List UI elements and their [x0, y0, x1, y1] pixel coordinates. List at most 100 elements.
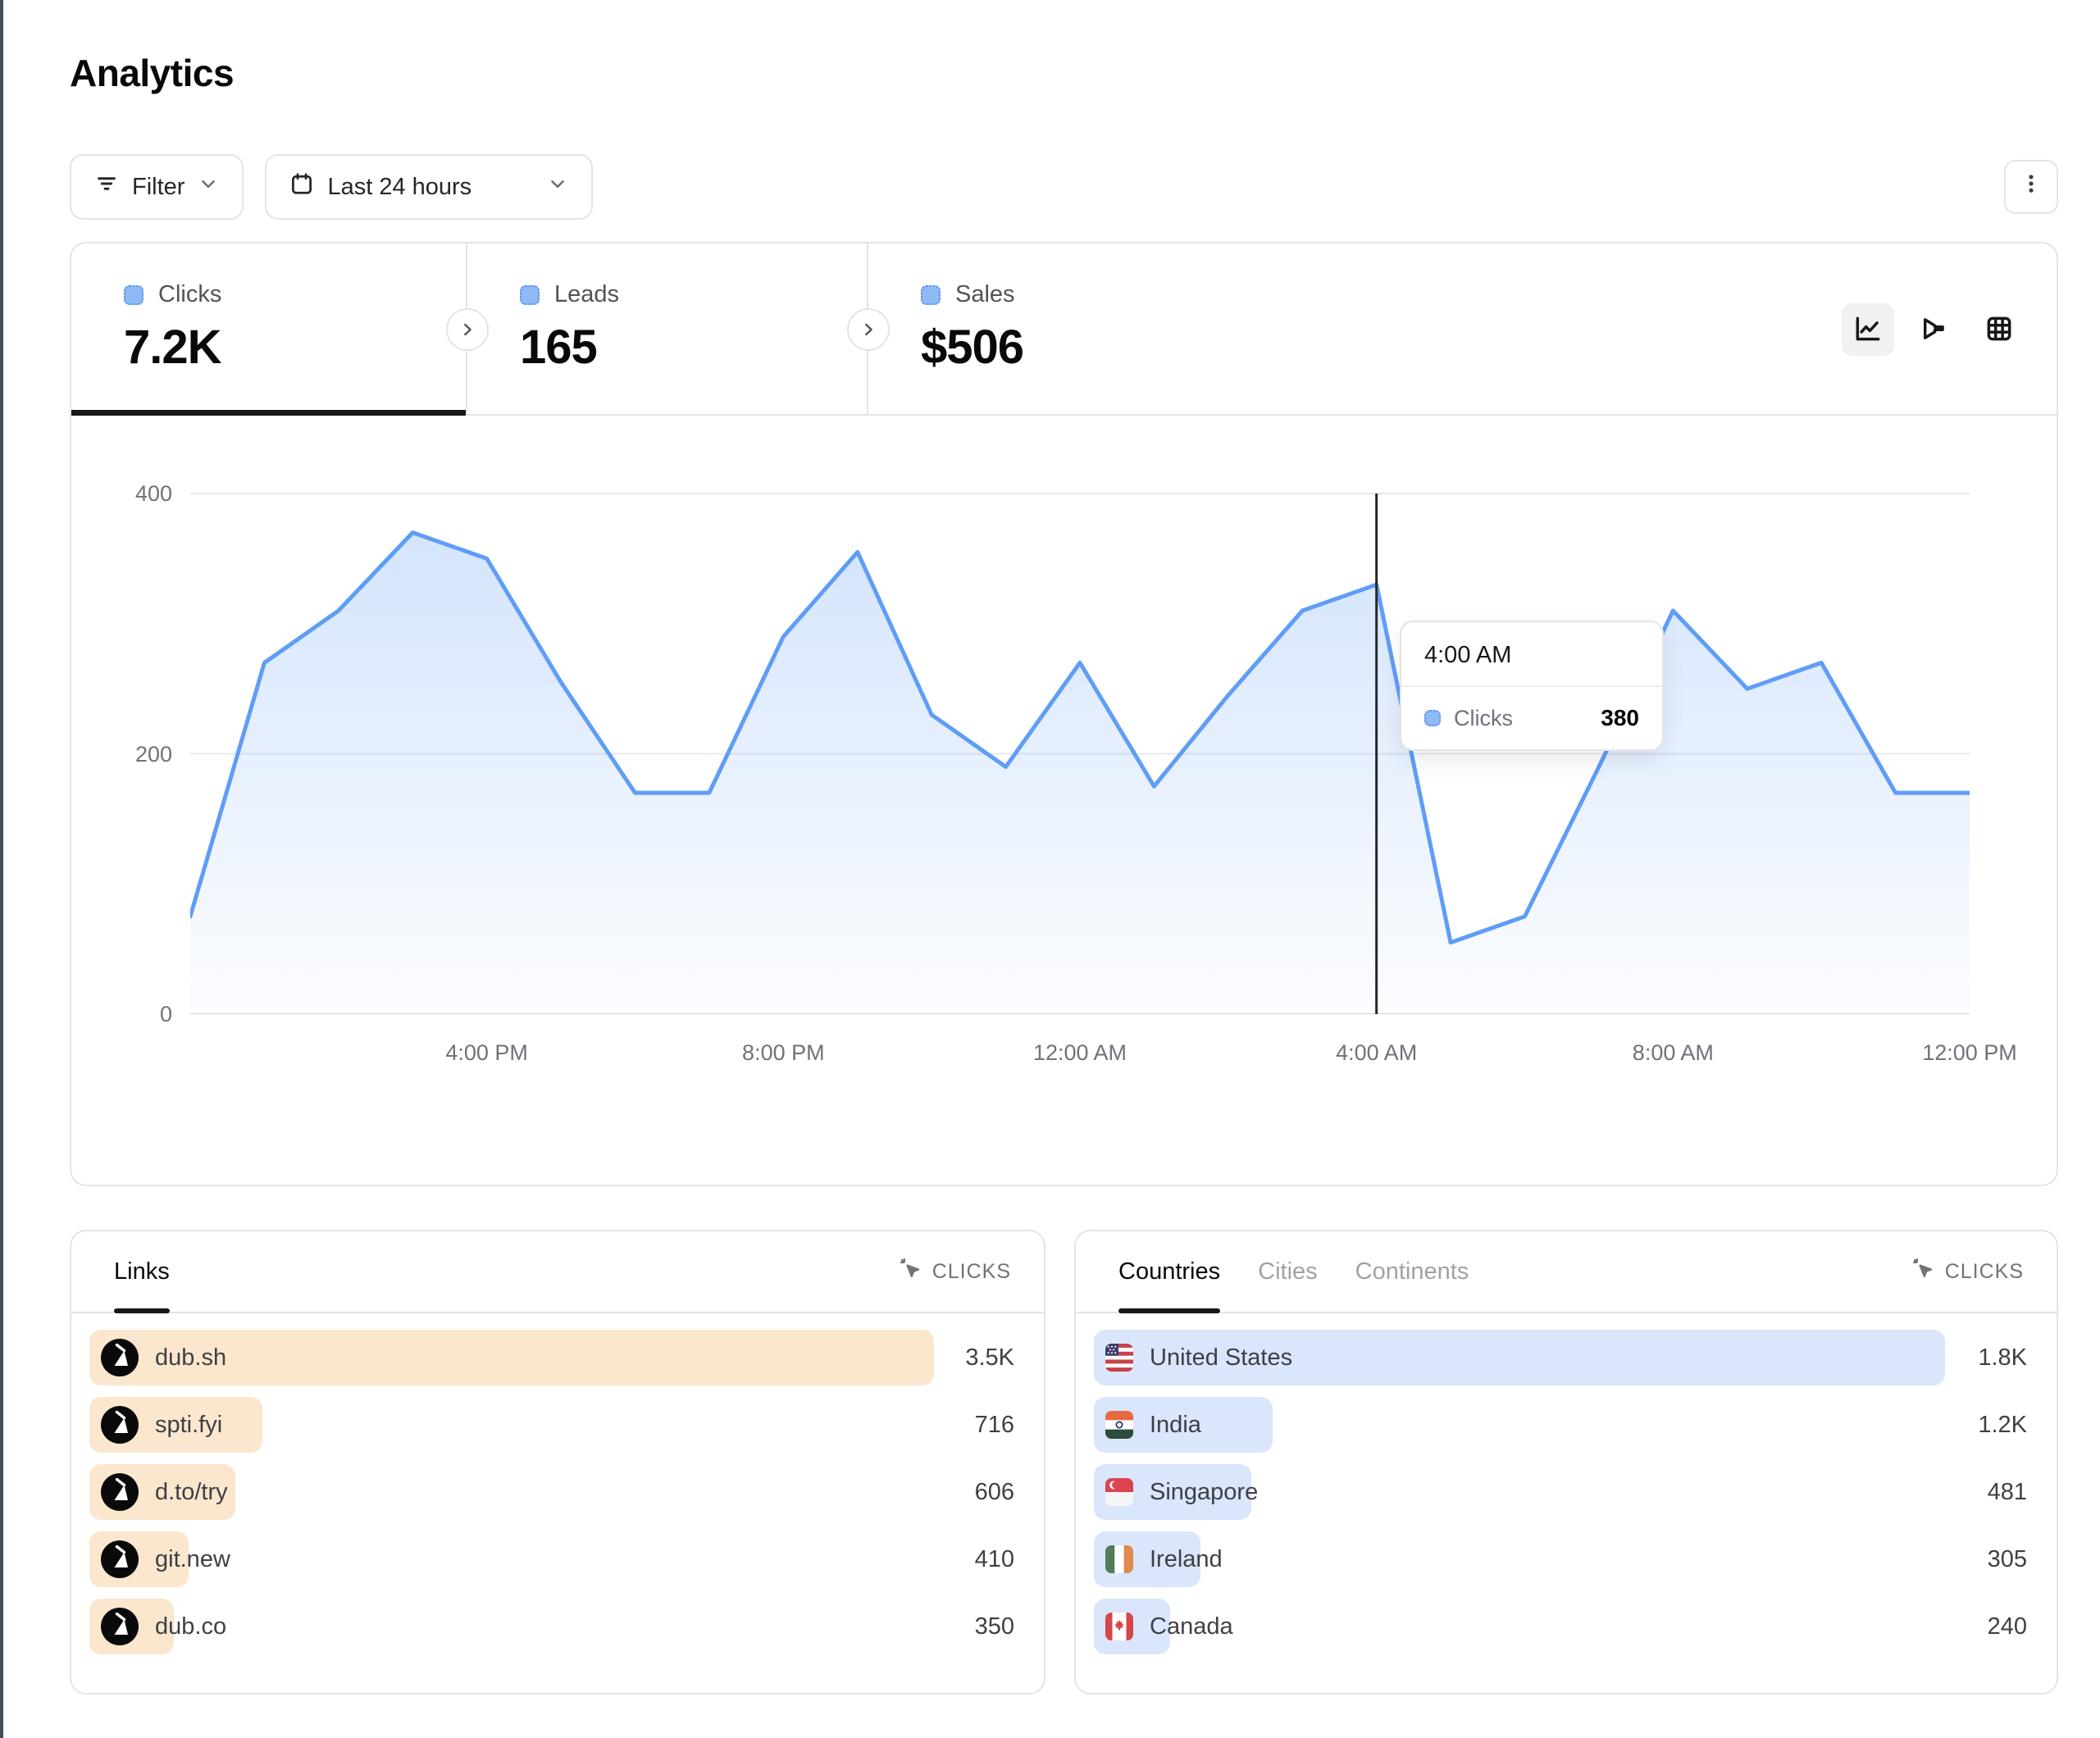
- link-clicks-value: 606: [974, 1478, 1014, 1505]
- dub-logo-avatar: [101, 1540, 139, 1578]
- ireland-flag-icon: [1105, 1545, 1133, 1573]
- funnel-chart-view-button[interactable]: [1907, 303, 1960, 356]
- link-label: dub.sh: [155, 1344, 227, 1371]
- line-chart-view-button[interactable]: [1842, 303, 1894, 356]
- y-axis-tick: 400: [134, 481, 172, 506]
- chevron-down-icon: [547, 173, 568, 201]
- links-metric-toggle[interactable]: CLICKS: [900, 1258, 1011, 1286]
- leads-legend-swatch: [520, 284, 540, 305]
- cursor-click-icon: [1912, 1258, 1935, 1286]
- leads-label: Leads: [554, 281, 620, 307]
- toolbar: Filter Last 24 hours: [70, 154, 2058, 220]
- clicks-total: 7.2K: [124, 321, 222, 374]
- filter-button[interactable]: Filter: [70, 154, 244, 220]
- y-axis-tick: 0: [159, 1002, 172, 1026]
- countries-panel-header: Countries Cities Continents CLICKS: [1076, 1231, 2057, 1313]
- links-panel-header: Links CLICKS: [71, 1231, 1044, 1313]
- clicks-label: Clicks: [158, 281, 222, 307]
- table-view-button[interactable]: [1973, 303, 2025, 356]
- tooltip-series-label: Clicks: [1454, 705, 1513, 730]
- chart-view-toggles: [1842, 303, 2025, 356]
- x-axis-tick: 8:00 AM: [1632, 1040, 1714, 1065]
- expand-clicks-chevron[interactable]: [446, 308, 489, 351]
- links-panel: Links CLICKS dub.sh 3.5K spti.fyi 716 d.to/t…: [70, 1230, 1045, 1695]
- us-flag-icon: [1105, 1344, 1133, 1372]
- link-label: d.to/try: [155, 1478, 228, 1505]
- india-flag-icon: [1105, 1411, 1133, 1439]
- country-clicks-value: 1.8K: [1978, 1344, 2027, 1371]
- dub-logo-avatar: [101, 1473, 139, 1511]
- dub-logo-avatar: [101, 1406, 139, 1444]
- tab-links[interactable]: Links: [114, 1231, 170, 1313]
- funnel-chart-icon: [1918, 313, 1949, 347]
- link-clicks-bar: [89, 1330, 934, 1385]
- country-label: Singapore: [1150, 1478, 1259, 1505]
- tab-clicks[interactable]: Clicks 7.2K: [71, 243, 467, 416]
- country-label: Canada: [1150, 1613, 1233, 1640]
- country-row[interactable]: Singapore 481: [1094, 1464, 2027, 1520]
- tab-leads[interactable]: Leads 165: [467, 243, 868, 414]
- country-label: Ireland: [1150, 1545, 1223, 1572]
- tab-continents[interactable]: Continents: [1355, 1258, 1469, 1285]
- filter-button-label: Filter: [132, 173, 185, 200]
- x-axis-tick: 4:00 PM: [445, 1040, 528, 1065]
- cursor-click-icon: [900, 1258, 922, 1286]
- kebab-menu-icon: [2020, 172, 2043, 202]
- country-clicks-bar: [1094, 1330, 1945, 1385]
- sales-label: Sales: [955, 281, 1015, 307]
- link-row[interactable]: d.to/try 606: [89, 1464, 1014, 1520]
- active-tab-underline: [71, 410, 466, 416]
- singapore-flag-icon: [1105, 1478, 1133, 1506]
- links-rows: dub.sh 3.5K spti.fyi 716 d.to/try 606 git.new 4…: [71, 1313, 1044, 1654]
- countries-metric-toggle[interactable]: CLICKS: [1912, 1258, 2024, 1286]
- chart-tooltip: 4:00 AM Clicks 380: [1400, 621, 1664, 751]
- x-axis-tick: 12:00 AM: [1032, 1040, 1127, 1065]
- table-grid-icon: [1984, 313, 2015, 347]
- x-axis-tick: 12:00 PM: [1922, 1040, 2017, 1065]
- tab-cities[interactable]: Cities: [1258, 1258, 1318, 1285]
- country-label: United States: [1150, 1344, 1293, 1371]
- link-clicks-value: 410: [974, 1545, 1014, 1572]
- window-edge: [0, 0, 3, 1738]
- clicks-area-chart[interactable]: [190, 461, 1970, 1014]
- calendar-icon: [289, 171, 314, 202]
- filter-bars-icon: [94, 171, 119, 202]
- country-row[interactable]: India 1.2K: [1094, 1397, 2027, 1453]
- leads-total: 165: [520, 321, 598, 374]
- link-row[interactable]: dub.sh 3.5K: [89, 1330, 1014, 1385]
- link-row[interactable]: spti.fyi 716: [89, 1397, 1014, 1453]
- analytics-card: Clicks 7.2K Leads 165 Sales $506: [70, 242, 2058, 1186]
- dub-logo-avatar: [101, 1608, 139, 1645]
- date-range-label: Last 24 hours: [327, 173, 472, 200]
- country-row[interactable]: United States 1.8K: [1094, 1330, 2027, 1385]
- y-axis-tick: 200: [134, 741, 172, 767]
- country-clicks-value: 240: [1987, 1613, 2027, 1640]
- clicks-legend-swatch: [124, 284, 143, 305]
- link-row[interactable]: git.new 410: [89, 1531, 1014, 1587]
- countries-rows: United States 1.8K India 1.2K Singapore 481 Ir…: [1076, 1313, 2057, 1654]
- tooltip-time: 4:00 AM: [1401, 622, 1662, 687]
- stats-tabs: Clicks 7.2K Leads 165 Sales $506: [71, 243, 2057, 416]
- link-clicks-value: 350: [974, 1613, 1014, 1640]
- link-row[interactable]: dub.co 350: [89, 1599, 1014, 1654]
- expand-leads-chevron[interactable]: [847, 308, 890, 351]
- country-row[interactable]: Ireland 305: [1094, 1531, 2027, 1587]
- page-title: Analytics: [70, 52, 235, 94]
- date-range-button[interactable]: Last 24 hours: [265, 154, 594, 220]
- line-chart-icon: [1852, 313, 1884, 347]
- sales-legend-swatch: [921, 284, 941, 305]
- tab-countries[interactable]: Countries: [1118, 1231, 1221, 1313]
- chevron-down-icon: [198, 173, 219, 201]
- country-label: India: [1150, 1411, 1201, 1438]
- link-label: dub.co: [155, 1613, 227, 1640]
- country-clicks-value: 1.2K: [1978, 1411, 2027, 1438]
- link-label: git.new: [155, 1545, 230, 1572]
- dub-logo-avatar: [101, 1339, 139, 1376]
- clicks-chart-area[interactable]: 0 200 400 4:00 PM 8:00 PM 12:00 AM 4:00 AM 8:0…: [71, 416, 2057, 1185]
- tab-sales[interactable]: Sales $506: [868, 243, 1269, 414]
- country-row[interactable]: Canada 240: [1094, 1599, 2027, 1654]
- canada-flag-icon: [1105, 1613, 1133, 1640]
- more-options-button[interactable]: [2004, 160, 2058, 214]
- tooltip-value: 380: [1601, 705, 1639, 730]
